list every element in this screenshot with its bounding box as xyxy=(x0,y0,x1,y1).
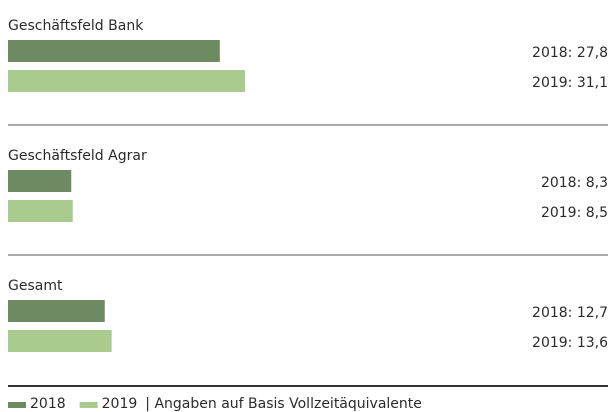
value-label: 2018: 12,7 xyxy=(532,305,608,321)
bar xyxy=(8,300,105,322)
value-label: 2019: 8,5 xyxy=(541,205,608,221)
bar xyxy=(8,70,245,92)
bar xyxy=(8,200,73,222)
bar xyxy=(8,330,112,352)
bar xyxy=(8,170,72,192)
legend-label: 2019 xyxy=(102,396,138,412)
category-label: Gesamt xyxy=(8,278,63,294)
value-label: 2018: 27,8 xyxy=(532,45,608,61)
legend-swatch xyxy=(79,402,98,408)
category-label: Geschäftsfeld Agrar xyxy=(8,148,147,164)
legend-swatch xyxy=(8,402,26,408)
value-label: 2019: 31,1 xyxy=(532,75,608,91)
bar xyxy=(8,40,220,62)
note: | Angaben auf Basis Vollzeitäquivalente xyxy=(145,396,422,412)
legend-label: 2018 xyxy=(30,396,66,412)
value-label: 2019: 13,6 xyxy=(532,335,608,351)
category-label: Geschäftsfeld Bank xyxy=(8,18,144,34)
value-label: 2018: 8,3 xyxy=(541,175,608,191)
